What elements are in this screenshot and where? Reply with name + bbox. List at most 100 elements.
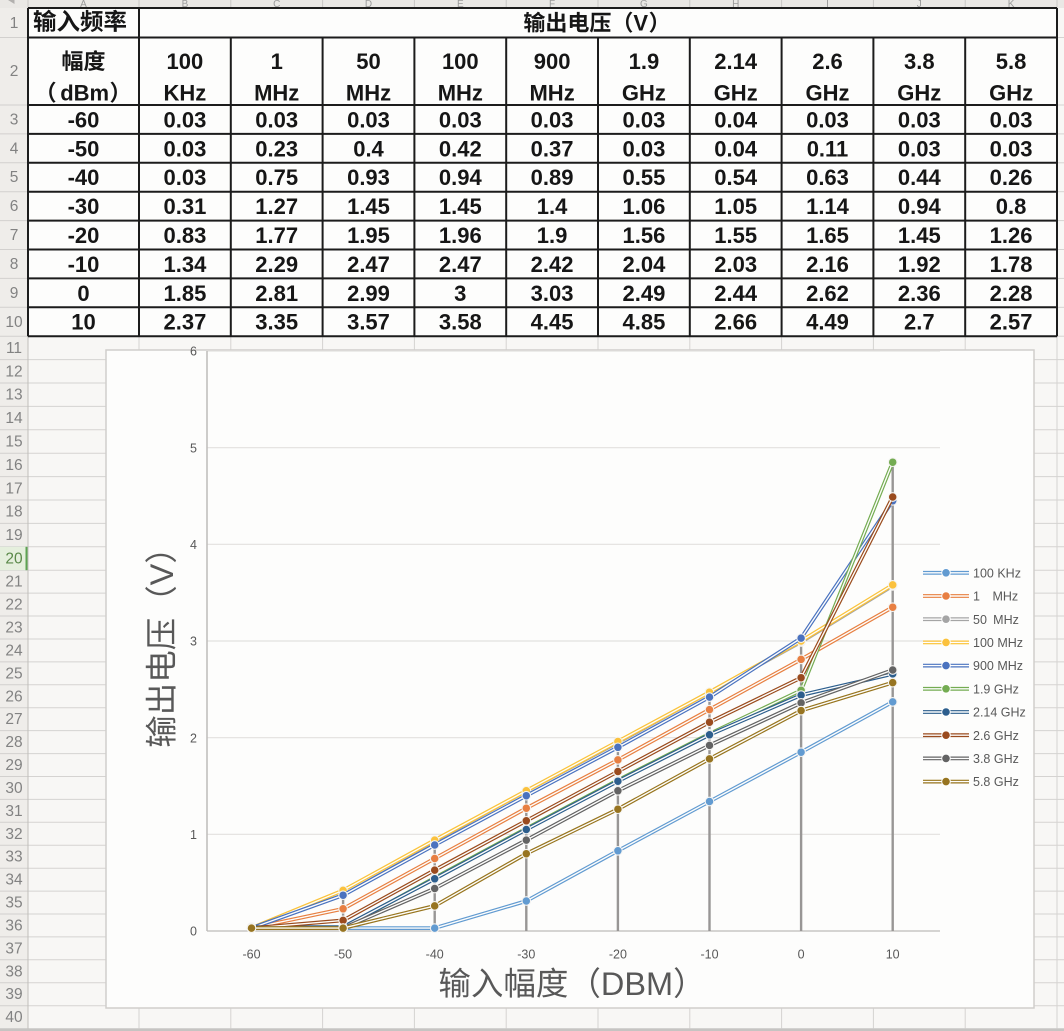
svg-text:29: 29 <box>5 757 22 774</box>
svg-text:2.66: 2.66 <box>714 310 757 335</box>
svg-text:40: 40 <box>5 1009 23 1026</box>
svg-text:GHz: GHz <box>897 81 941 106</box>
svg-text:0.94: 0.94 <box>898 194 942 219</box>
svg-text:1.9: 1.9 <box>537 223 568 248</box>
svg-text:GHz: GHz <box>714 81 758 106</box>
svg-text:6: 6 <box>190 345 197 359</box>
svg-text:1 MHz: 1 MHz <box>973 590 1018 604</box>
svg-text:17: 17 <box>5 480 22 497</box>
svg-text:2.49: 2.49 <box>622 281 665 306</box>
svg-text:0.75: 0.75 <box>255 165 298 190</box>
svg-text:1.45: 1.45 <box>898 223 941 248</box>
svg-text:0.04: 0.04 <box>714 136 758 161</box>
svg-text:GHz: GHz <box>622 81 666 106</box>
svg-text:2.03: 2.03 <box>714 252 757 277</box>
svg-text:1.78: 1.78 <box>990 252 1033 277</box>
svg-text:1.26: 1.26 <box>990 223 1033 248</box>
svg-text:0: 0 <box>77 281 89 306</box>
svg-text:-30: -30 <box>68 194 100 219</box>
svg-text:2.47: 2.47 <box>347 252 390 277</box>
svg-text:14: 14 <box>5 410 23 427</box>
svg-text:2.6: 2.6 <box>812 49 843 74</box>
svg-text:6: 6 <box>10 198 19 215</box>
svg-text:3.58: 3.58 <box>439 310 482 335</box>
svg-text:26: 26 <box>5 688 22 705</box>
svg-text:0.89: 0.89 <box>531 165 574 190</box>
svg-text:0.26: 0.26 <box>990 165 1033 190</box>
svg-text:-20: -20 <box>609 948 627 962</box>
svg-text:18: 18 <box>5 504 22 521</box>
svg-text:3.8 GHz: 3.8 GHz <box>973 752 1019 766</box>
svg-text:4.49: 4.49 <box>806 310 849 335</box>
svg-text:10: 10 <box>886 948 900 962</box>
svg-text:DBM: DBM <box>601 966 673 1002</box>
svg-text:V: V <box>633 11 648 36</box>
svg-text:1.9: 1.9 <box>629 49 660 74</box>
svg-text:-60: -60 <box>242 948 260 962</box>
svg-text:21: 21 <box>5 574 22 591</box>
svg-text:1.9 GHz: 1.9 GHz <box>973 682 1019 696</box>
svg-text:1.06: 1.06 <box>622 194 665 219</box>
svg-text:0.93: 0.93 <box>347 165 390 190</box>
svg-text:2: 2 <box>10 63 19 80</box>
svg-text:9: 9 <box>10 285 19 302</box>
svg-text:1.4: 1.4 <box>537 194 568 219</box>
svg-text:0.54: 0.54 <box>714 165 758 190</box>
svg-text:KHz: KHz <box>164 81 207 106</box>
svg-text:35: 35 <box>5 895 22 912</box>
svg-text:1.34: 1.34 <box>163 252 207 277</box>
svg-text:0.03: 0.03 <box>531 108 574 133</box>
svg-text:5.8 GHz: 5.8 GHz <box>973 775 1019 789</box>
svg-text:1.56: 1.56 <box>622 223 665 248</box>
svg-text:1: 1 <box>190 828 197 842</box>
svg-text:32: 32 <box>5 826 22 843</box>
svg-text:dBm: dBm <box>60 81 109 106</box>
svg-text:7: 7 <box>10 227 19 244</box>
svg-text:22: 22 <box>5 597 22 614</box>
svg-text:1.65: 1.65 <box>806 223 849 248</box>
svg-text:50: 50 <box>356 49 380 74</box>
svg-text:1: 1 <box>10 15 19 32</box>
svg-text:0.03: 0.03 <box>347 108 390 133</box>
svg-text:1.77: 1.77 <box>255 223 298 248</box>
svg-text:36: 36 <box>5 918 22 935</box>
svg-text:0.03: 0.03 <box>439 108 482 133</box>
svg-text:0.94: 0.94 <box>439 165 483 190</box>
svg-text:15: 15 <box>5 434 22 451</box>
svg-text:13: 13 <box>5 387 22 404</box>
svg-text:0.63: 0.63 <box>806 165 849 190</box>
svg-text:1.85: 1.85 <box>163 281 206 306</box>
svg-text:-20: -20 <box>68 223 100 248</box>
svg-text:-50: -50 <box>334 948 352 962</box>
svg-text:2.99: 2.99 <box>347 281 390 306</box>
svg-text:4: 4 <box>190 538 197 552</box>
svg-text:0.03: 0.03 <box>255 108 298 133</box>
svg-text:C: C <box>273 0 280 10</box>
svg-text:100: 100 <box>442 49 479 74</box>
svg-text:1.14: 1.14 <box>806 194 850 219</box>
svg-text:0.4: 0.4 <box>353 136 384 161</box>
svg-text:2.37: 2.37 <box>163 310 206 335</box>
svg-text:2.81: 2.81 <box>255 281 298 306</box>
svg-text:23: 23 <box>5 620 22 637</box>
svg-text:0.03: 0.03 <box>163 165 206 190</box>
svg-text:0.03: 0.03 <box>622 136 665 161</box>
svg-text:-60: -60 <box>68 108 100 133</box>
svg-text:2.14 GHz: 2.14 GHz <box>973 706 1026 720</box>
svg-text:2.16: 2.16 <box>806 252 849 277</box>
svg-text:0.03: 0.03 <box>163 136 206 161</box>
svg-text:2.28: 2.28 <box>990 281 1033 306</box>
svg-text:0: 0 <box>798 948 805 962</box>
svg-text:D: D <box>365 0 372 10</box>
svg-text:0.11: 0.11 <box>807 136 849 161</box>
svg-text:1: 1 <box>271 49 283 74</box>
svg-text:19: 19 <box>5 527 22 544</box>
svg-text:20: 20 <box>5 551 23 568</box>
svg-text:-30: -30 <box>517 948 535 962</box>
svg-text:12: 12 <box>5 363 22 380</box>
svg-text:3.8: 3.8 <box>904 49 935 74</box>
svg-text:2.62: 2.62 <box>806 281 849 306</box>
svg-text:A: A <box>80 0 87 10</box>
svg-text:38: 38 <box>5 963 22 980</box>
svg-text:0: 0 <box>190 925 197 939</box>
